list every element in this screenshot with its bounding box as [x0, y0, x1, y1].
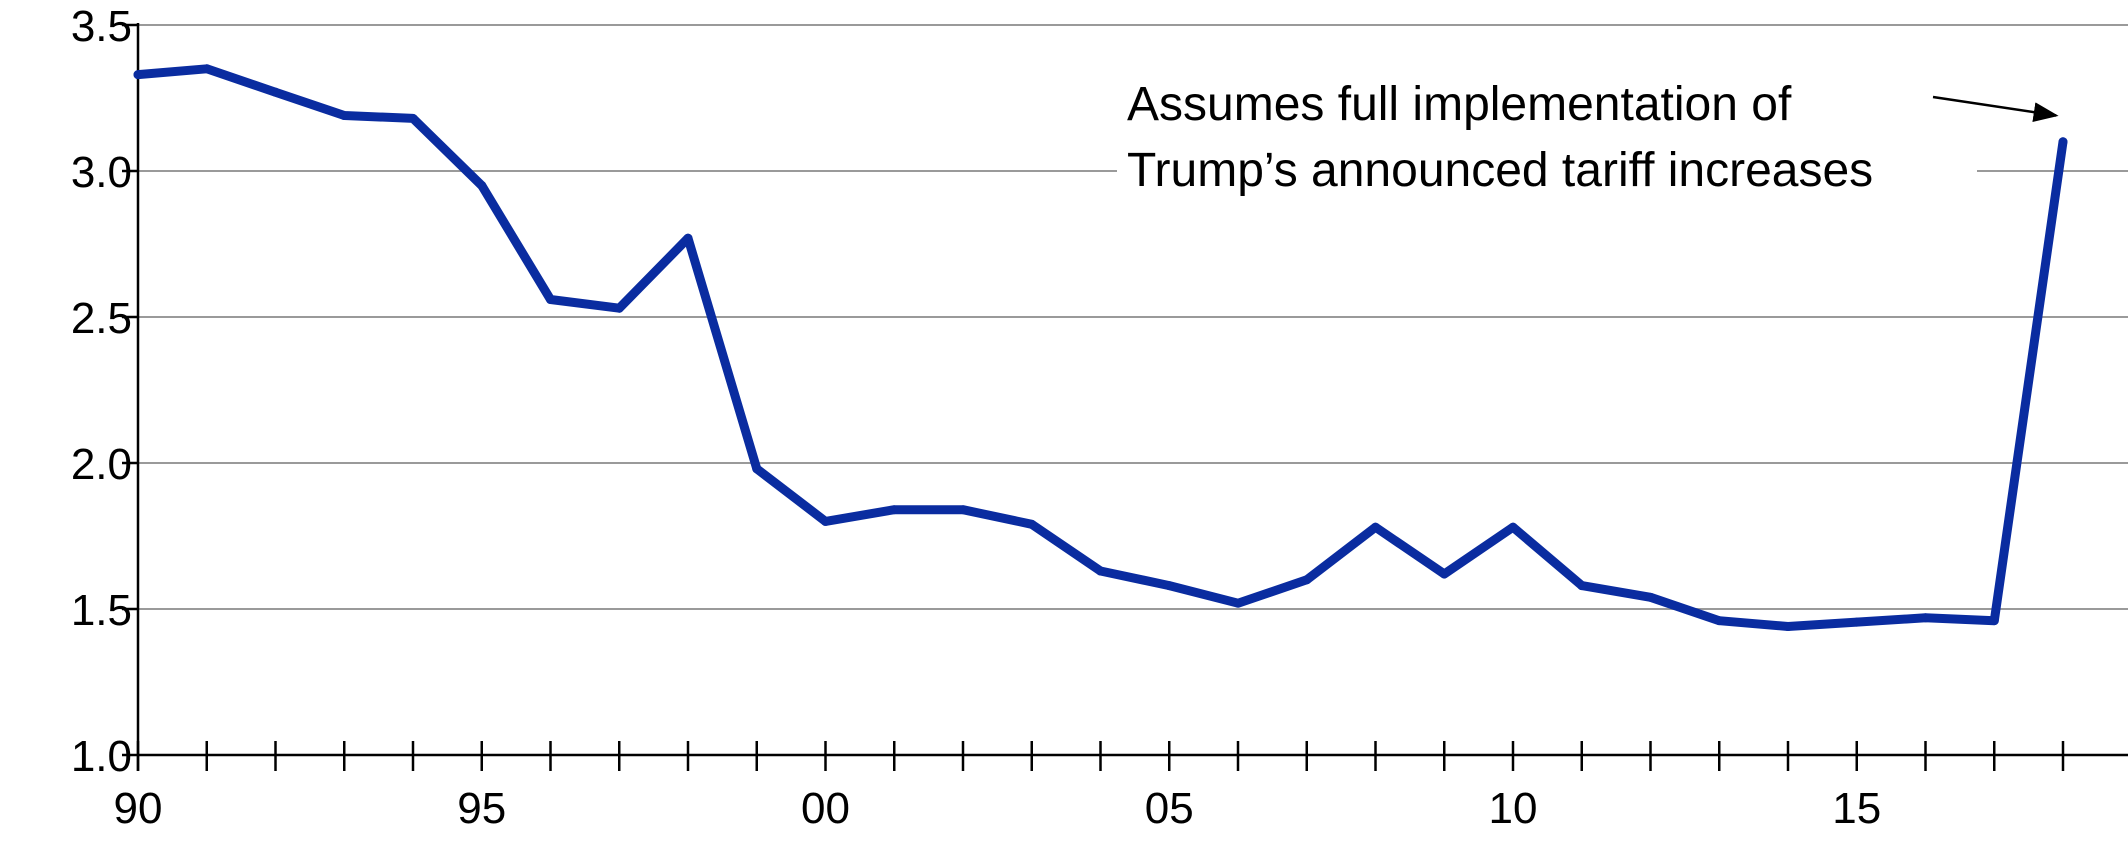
data-point — [1371, 522, 1380, 532]
data-point — [1646, 592, 1655, 602]
y-tick-label: 3.0 — [71, 148, 132, 197]
data-point — [1096, 566, 1105, 576]
annotation-background — [1117, 72, 1977, 212]
axes — [122, 23, 2128, 771]
data-point — [1783, 622, 1793, 632]
annotation-arrow — [1932, 95, 2059, 123]
data-point — [202, 64, 212, 74]
annotation: Assumes full implementation of Trump’s an… — [1117, 72, 2059, 212]
y-tick-label: 1.5 — [71, 586, 132, 635]
tick-labels: 1.0 1.5 2.0 2.5 3.0 3.5 90 95 00 05 10 15 — [71, 2, 1881, 833]
data-point — [133, 70, 143, 80]
data-point — [1577, 581, 1587, 591]
data-point — [1027, 519, 1037, 529]
data-point — [614, 303, 624, 313]
data-point — [408, 113, 418, 123]
data-point — [958, 505, 968, 515]
data-point — [339, 111, 349, 121]
y-tick-label: 2.5 — [71, 294, 132, 343]
data-point — [546, 294, 555, 304]
y-tick-label: 1.0 — [71, 732, 132, 781]
data-point — [1508, 522, 1518, 532]
x-tick-label: 15 — [1832, 784, 1881, 833]
data-point — [1921, 613, 1930, 623]
annotation-text: Trump’s announced tariff increases — [1127, 144, 1873, 197]
data-point — [477, 181, 487, 191]
data-point — [821, 516, 830, 526]
x-tick-label: 90 — [114, 784, 163, 833]
data-point — [752, 464, 762, 474]
data-point — [1233, 598, 1243, 608]
y-tick-label: 3.5 — [71, 2, 132, 51]
data-point — [683, 233, 693, 243]
data-point — [889, 505, 899, 515]
data-point — [2058, 137, 2068, 147]
data-point — [1714, 616, 1724, 626]
x-tick-label: 05 — [1145, 784, 1194, 833]
data-point — [1439, 569, 1449, 579]
data-point — [271, 87, 280, 97]
y-tick-label: 2.0 — [71, 440, 132, 489]
data-point — [1164, 581, 1174, 591]
annotation-text: Assumes full implementation of — [1127, 78, 1792, 131]
data-point — [1989, 616, 1999, 626]
series-layer — [133, 64, 2068, 632]
x-tick-label: 10 — [1489, 784, 1538, 833]
x-tick-label: 95 — [457, 784, 506, 833]
data-point — [1852, 617, 1862, 627]
data-point — [1302, 575, 1312, 585]
x-tick-label: 00 — [801, 784, 850, 833]
